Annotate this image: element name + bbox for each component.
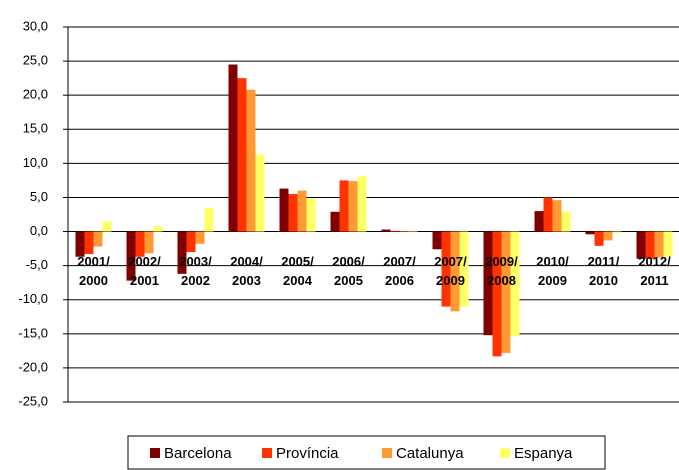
bar: [186, 231, 196, 252]
bar: [228, 64, 238, 232]
legend-label: Catalunya: [396, 445, 464, 462]
x-tick-label: 2007/2006: [383, 254, 416, 288]
y-tick-label: 30,0: [23, 18, 48, 33]
bar: [348, 181, 358, 232]
bar: [195, 231, 205, 244]
y-tick-label: -15,0: [18, 325, 48, 340]
bar: [288, 194, 298, 232]
bar: [204, 207, 214, 232]
legend-label: Província: [276, 445, 339, 462]
bar: [153, 226, 163, 232]
x-tick-label: 2005/2004: [281, 254, 314, 288]
x-tick-label: 2002/2001: [128, 254, 161, 288]
bar: [510, 231, 520, 336]
legend-label: Barcelona: [164, 445, 232, 462]
bar: [246, 89, 256, 232]
bar: [339, 180, 349, 232]
bar: [381, 229, 391, 232]
bar: [645, 231, 655, 259]
legend-marker: [262, 448, 272, 458]
bar: [432, 231, 442, 250]
legend-marker: [150, 448, 160, 458]
x-tick-label: 2010/2009: [536, 254, 569, 288]
bar: [390, 230, 400, 232]
x-tick-label: 2003/2002: [179, 254, 212, 288]
y-tick-label: 25,0: [23, 53, 48, 68]
bar: [84, 231, 94, 255]
y-tick-label: 5,0: [30, 189, 48, 204]
bar: [552, 200, 562, 232]
bar: [543, 197, 553, 232]
bar: [93, 231, 103, 247]
bar: [102, 221, 112, 232]
bar: [330, 211, 340, 232]
y-tick-label: 20,0: [23, 87, 48, 102]
y-tick-label: 0,0: [30, 223, 48, 238]
y-tick-label: -20,0: [18, 359, 48, 374]
bar: [636, 231, 646, 259]
bar: [135, 231, 145, 257]
x-tick-label: 2006/2005: [332, 254, 365, 288]
bar: [144, 231, 154, 254]
legend-marker: [382, 448, 392, 458]
bar: [612, 231, 622, 233]
bar: [441, 231, 451, 307]
x-tick-label: 2007/2009: [434, 254, 467, 288]
bar: [654, 231, 664, 258]
y-tick-label: 15,0: [23, 121, 48, 136]
y-tick-label: 10,0: [23, 155, 48, 170]
bar: [237, 78, 247, 232]
x-tick-label: 2011/2010: [588, 254, 620, 288]
bar: [663, 231, 673, 257]
x-tick-label: 2009/2008: [485, 254, 518, 288]
x-tick-label: 2001/2000: [77, 254, 110, 288]
legend-marker: [500, 448, 510, 458]
bar: [534, 211, 544, 232]
bar: [594, 231, 604, 246]
y-tick-label: -10,0: [18, 291, 48, 306]
bar: [75, 231, 85, 257]
bar: [408, 230, 418, 232]
bar: [492, 231, 502, 357]
bar: [297, 190, 307, 232]
x-tick-label: 2012/2011: [638, 254, 671, 288]
bar: [279, 188, 289, 232]
bar: [450, 231, 460, 312]
bar: [306, 198, 316, 232]
bar: [399, 230, 409, 232]
bar: [603, 231, 613, 241]
legend-box: [127, 435, 606, 470]
bar: [459, 231, 469, 307]
bar: [561, 211, 571, 232]
y-tick-label: -25,0: [18, 393, 48, 408]
bar: [126, 231, 136, 281]
bar: [585, 231, 595, 235]
bar: [483, 231, 493, 336]
bar: [357, 176, 367, 232]
bar: [177, 231, 187, 274]
y-tick-label: -5,0: [26, 257, 48, 272]
bar: [255, 154, 265, 232]
bar: [501, 231, 511, 353]
x-tick-label: 2004/2003: [230, 254, 263, 288]
legend-label: Espanya: [514, 445, 573, 462]
